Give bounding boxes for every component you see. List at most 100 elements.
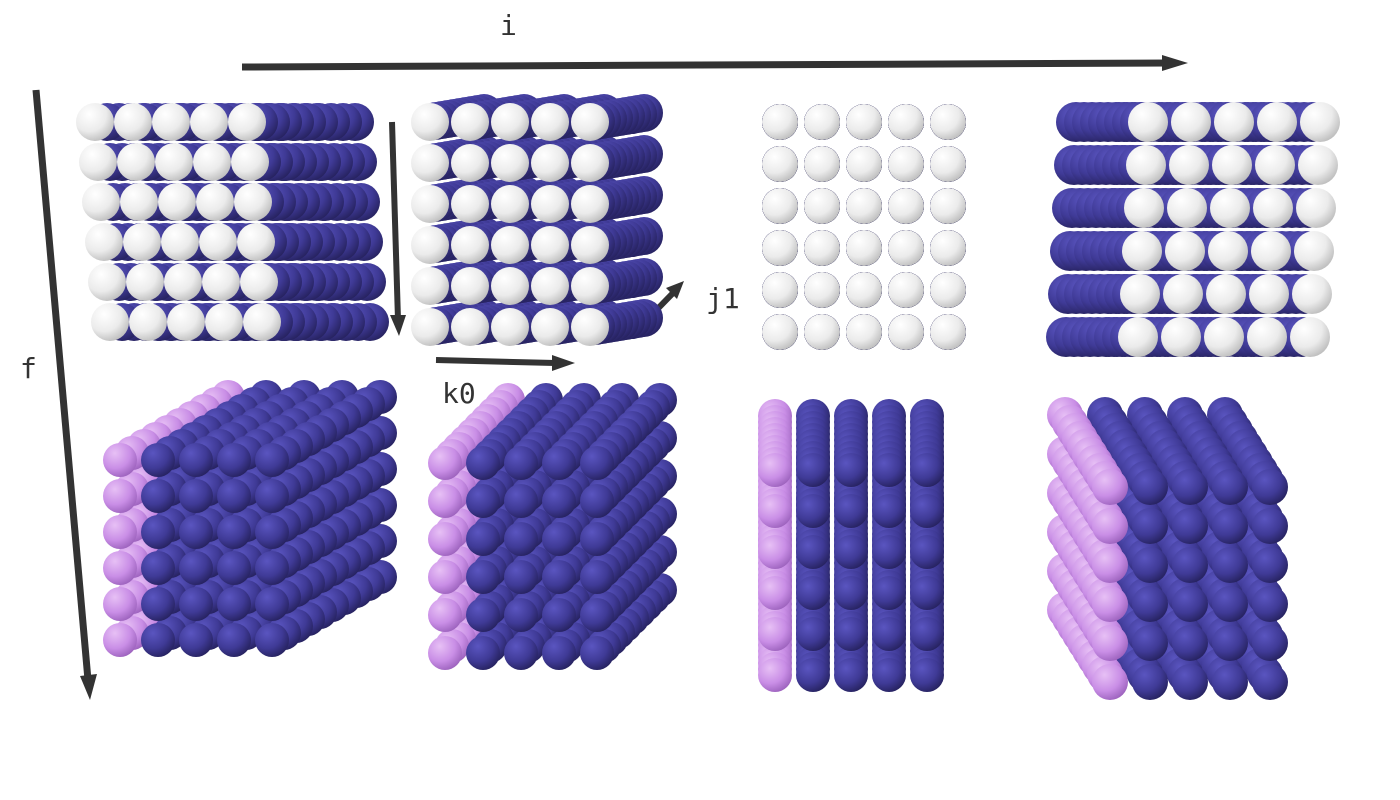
sphere — [411, 308, 449, 346]
sphere — [872, 494, 906, 528]
sphere — [1212, 145, 1252, 185]
lattice-panel-7 — [758, 399, 944, 692]
sphere — [504, 484, 538, 518]
j-axis-arrowhead — [390, 315, 406, 336]
k0-axis-arrow — [435, 357, 556, 366]
sphere — [1296, 188, 1336, 228]
sphere — [504, 446, 538, 480]
sphere — [1298, 145, 1338, 185]
sphere — [846, 188, 882, 224]
sphere — [531, 103, 569, 141]
sphere — [542, 598, 576, 632]
sphere — [571, 267, 609, 305]
sphere — [1132, 664, 1168, 700]
i-axis-arrow — [241, 59, 1171, 71]
sphere — [888, 314, 924, 350]
sphere — [199, 223, 237, 261]
sphere — [1172, 508, 1208, 544]
f-axis-label: f — [20, 352, 37, 385]
sphere — [542, 446, 576, 480]
sphere — [217, 515, 251, 549]
sphere — [158, 183, 196, 221]
sphere — [228, 103, 266, 141]
sphere — [217, 479, 251, 513]
sphere — [167, 303, 205, 341]
sphere — [1172, 469, 1208, 505]
sphere — [910, 494, 944, 528]
sphere — [1161, 317, 1201, 357]
sphere — [164, 263, 202, 301]
sphere — [846, 146, 882, 182]
sphere — [1167, 188, 1207, 228]
lattice-panel-5 — [103, 380, 397, 657]
sphere — [758, 453, 792, 487]
sphere — [762, 230, 798, 266]
sphere — [762, 272, 798, 308]
sphere — [1252, 508, 1288, 544]
sphere — [531, 144, 569, 182]
sphere — [217, 587, 251, 621]
sphere — [762, 146, 798, 182]
sphere — [910, 658, 944, 692]
sphere — [531, 267, 569, 305]
sphere — [1132, 625, 1168, 661]
sphere — [872, 658, 906, 692]
sphere — [796, 617, 830, 651]
sphere — [1171, 102, 1211, 142]
sphere — [834, 617, 868, 651]
sphere — [1118, 317, 1158, 357]
sphere — [205, 303, 243, 341]
sphere — [542, 522, 576, 556]
sphere — [117, 143, 155, 181]
sphere — [1124, 188, 1164, 228]
sphere — [466, 560, 500, 594]
sphere — [451, 185, 489, 223]
sphere — [428, 484, 462, 518]
sphere — [796, 576, 830, 610]
sphere — [103, 623, 137, 657]
sphere — [888, 230, 924, 266]
sphere — [542, 560, 576, 594]
sphere — [428, 446, 462, 480]
sphere — [255, 587, 289, 621]
sphere — [152, 103, 190, 141]
sphere — [103, 479, 137, 513]
i-axis-label: i — [500, 9, 517, 42]
sphere — [1257, 102, 1297, 142]
sphere — [846, 104, 882, 140]
sphere — [179, 551, 213, 585]
sphere — [161, 223, 199, 261]
sphere — [571, 308, 609, 346]
sphere — [804, 272, 840, 308]
sphere — [1172, 625, 1208, 661]
lattice-panel-2 — [411, 94, 663, 346]
sphere — [217, 623, 251, 657]
sphere — [762, 188, 798, 224]
sphere — [85, 223, 123, 261]
sphere — [872, 576, 906, 610]
sphere — [504, 560, 538, 594]
sphere — [428, 560, 462, 594]
sphere — [193, 143, 231, 181]
sphere — [1252, 664, 1288, 700]
sphere — [141, 443, 175, 477]
sphere — [411, 144, 449, 182]
sphere — [531, 185, 569, 223]
sphere — [141, 551, 175, 585]
sphere — [1247, 317, 1287, 357]
sphere — [531, 308, 569, 346]
sphere — [255, 551, 289, 585]
sphere — [804, 146, 840, 182]
sphere — [804, 230, 840, 266]
sphere — [114, 103, 152, 141]
sphere — [103, 551, 137, 585]
sphere — [1290, 317, 1330, 357]
lattice-panel-6 — [428, 383, 677, 670]
sphere — [126, 263, 164, 301]
sphere — [76, 103, 114, 141]
sphere — [103, 587, 137, 621]
sphere — [531, 226, 569, 264]
sphere — [1165, 231, 1205, 271]
sphere — [1092, 586, 1128, 622]
sphere — [1212, 625, 1248, 661]
